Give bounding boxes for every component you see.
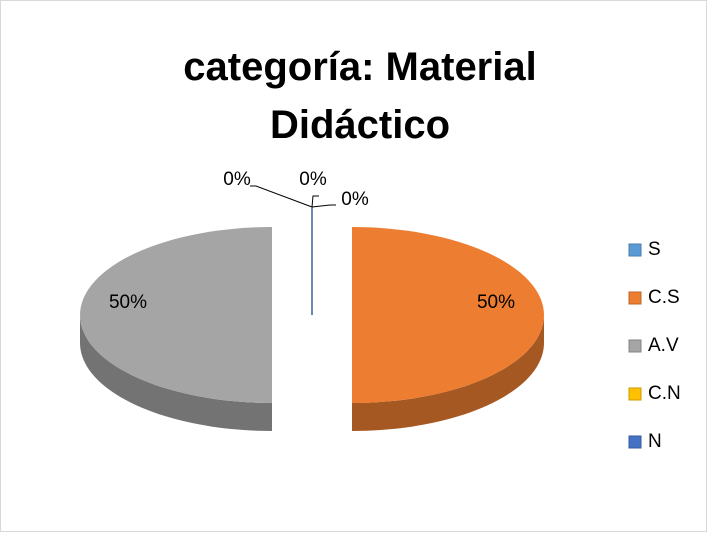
legend-swatch — [628, 291, 642, 305]
data-label: 0% — [299, 169, 327, 190]
chart-title: categoría: Material Didáctico — [183, 45, 537, 147]
legend-swatch — [628, 435, 642, 449]
slice-side — [80, 315, 272, 431]
legend-swatch — [628, 243, 642, 257]
leader-line — [250, 185, 313, 208]
pie-slice — [80, 227, 272, 431]
data-label: 0% — [341, 189, 369, 210]
legend-label: A.V — [648, 335, 679, 356]
legend-swatch — [628, 387, 642, 401]
legend-label: C.S — [648, 287, 680, 308]
slice-side — [352, 315, 544, 431]
legend-label: S — [648, 239, 661, 260]
slice-top — [80, 227, 272, 403]
slice-top — [352, 227, 544, 403]
data-label: 50% — [477, 292, 515, 313]
legend-label: C.N — [648, 383, 681, 404]
leader-line — [311, 195, 319, 208]
data-label: 50% — [109, 292, 147, 313]
leader-line — [311, 204, 336, 208]
pie-slice — [352, 227, 544, 431]
legend-swatch — [628, 339, 642, 353]
data-label: 0% — [223, 169, 251, 190]
legend-label: N — [648, 431, 662, 452]
